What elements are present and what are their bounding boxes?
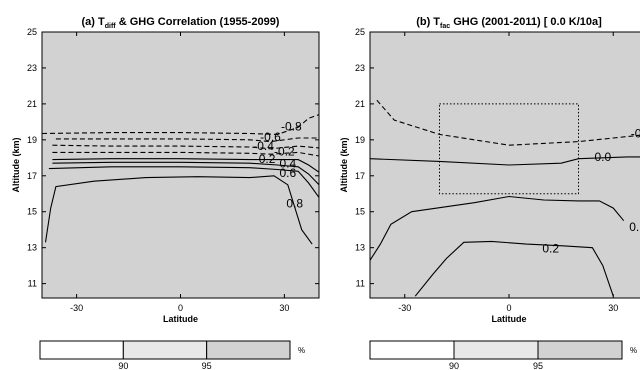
colorbar-tick-label: 90 (118, 361, 128, 370)
contour-label: -0.6 (260, 130, 281, 144)
contour-line (52, 158, 320, 173)
contour-line (52, 144, 320, 150)
x-axis-label: Latitude (492, 314, 527, 324)
colorbar-segment-90-95 (453, 340, 539, 360)
y-tick-label: 21 (355, 99, 365, 109)
contour-line (48, 166, 320, 198)
y-tick-label: 13 (27, 243, 37, 253)
title-rest: GHG (2001-2011) [ 0.0 K/10a] (450, 16, 602, 28)
y-tick-label: 15 (355, 207, 365, 217)
chart-title: (b) Tfac GHG (2001-2011) [ 0.0 K/10a] (416, 16, 602, 30)
colorbar-tick-label: 90 (449, 361, 459, 370)
title-main: T (433, 16, 440, 28)
contour-line (369, 195, 625, 261)
y-axis-label: Altitude (km) (11, 137, 21, 192)
contour-label: -0.8 (281, 119, 302, 133)
chart-title: (a) Tdiff & GHG Correlation (1955-2099) (82, 16, 280, 30)
contour-label: -0.4 (253, 139, 274, 153)
y-tick-label: 17 (27, 171, 37, 181)
x-tick-label: -30 (70, 303, 83, 313)
contour-line (44, 175, 313, 245)
colorbar-tick-label: 95 (533, 361, 543, 370)
x-tick-label: 30 (608, 303, 618, 313)
colorbar-segment-above-95 (206, 340, 291, 360)
y-tick-label: 17 (355, 171, 365, 181)
colorbar-unit: % (298, 346, 305, 355)
colorbar-unit: % (630, 346, 637, 355)
y-tick-label: 11 (28, 279, 37, 289)
title-panel-label: (a) (82, 16, 99, 28)
contour-line (414, 240, 614, 297)
y-tick-label: 23 (355, 63, 365, 73)
y-tick-label: 15 (27, 207, 37, 217)
colorbar-b: 90 95% (369, 340, 637, 370)
contour-label: 0.0 (594, 150, 611, 164)
x-tick-label: 0 (178, 303, 183, 313)
colorbar-segment-below-90 (369, 340, 455, 360)
y-tick-label: 11 (356, 279, 365, 289)
contour-line (41, 114, 320, 135)
panel-a: -0.8-0.6-0.4 -0.20.2 0.40.6 0.8 -30 0 30 11 13 15… (11, 16, 320, 324)
contour-line (369, 156, 640, 166)
contour-label: 0.2 (542, 242, 559, 256)
analysis-region-box (439, 103, 579, 195)
contour-label: 0.8 (286, 197, 303, 211)
contour-label: -0.2 (274, 145, 295, 159)
colorbar-segment-below-90 (39, 340, 124, 360)
colorbar-a: 90 95% (39, 340, 305, 370)
y-tick-label: 19 (355, 135, 365, 145)
panel-b: -0.1 0.0 0.1 0.2 -30 0 30 11 13 15 17 19 21 23 25 Latit… (339, 16, 640, 324)
contour-label: 0.2 (259, 152, 276, 166)
y-tick-label: 21 (27, 99, 37, 109)
contour-line (55, 137, 319, 143)
x-tick-label: 0 (506, 303, 511, 313)
contour-label: 0.4 (279, 156, 296, 170)
contour-label: 0.1 (629, 220, 640, 234)
colorbar-segment-90-95 (122, 340, 208, 360)
x-tick-label: -30 (398, 303, 411, 313)
y-axis-label: Altitude (km) (339, 137, 349, 192)
y-tick-label: 23 (27, 63, 37, 73)
title-panel-label: (b) (416, 16, 433, 28)
title-rest: & GHG Correlation (1955-2099) (116, 16, 280, 28)
x-axis-label: Latitude (163, 314, 198, 324)
title-subscript: fac (440, 23, 450, 30)
y-tick-label: 25 (355, 27, 365, 37)
title-subscript: diff (105, 23, 117, 30)
title-main: T (98, 16, 105, 28)
contour-line (52, 151, 320, 157)
colorbar-tick-label: 95 (202, 361, 212, 370)
x-tick-label: 30 (279, 303, 289, 313)
y-tick-label: 25 (27, 27, 37, 37)
colorbar-segment-above-95 (537, 340, 623, 360)
y-tick-label: 19 (27, 135, 37, 145)
contour-label: 0.6 (279, 166, 296, 180)
y-tick-label: 13 (355, 243, 365, 253)
contour-line (52, 161, 320, 186)
contour-label: -0.1 (631, 127, 640, 141)
contour-line (376, 99, 640, 146)
